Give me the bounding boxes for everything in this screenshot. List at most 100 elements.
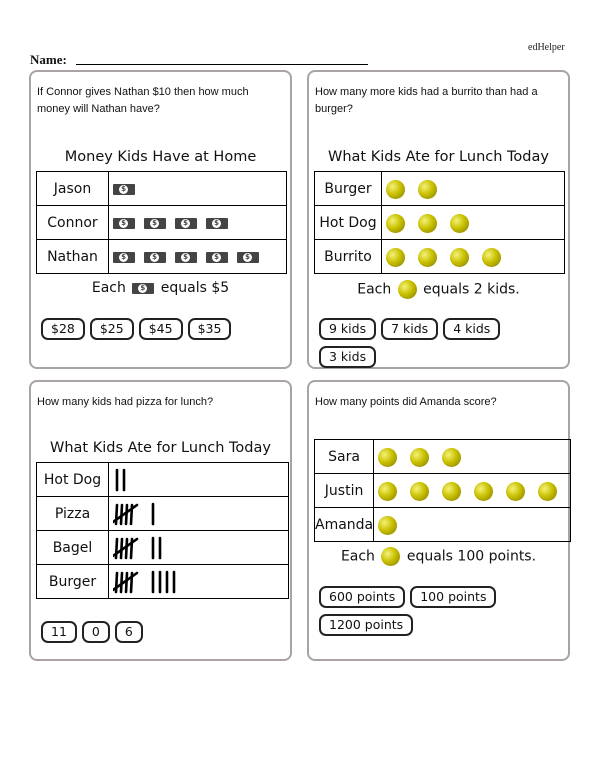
key-suffix: equals $5 — [160, 280, 230, 296]
answer-button[interactable]: 3 kids — [319, 346, 377, 368]
answer-button[interactable]: 9 kids — [319, 318, 377, 340]
answer-button[interactable]: 6 — [114, 621, 143, 643]
answer-button[interactable]: $25 — [89, 318, 134, 340]
answer-button[interactable]: 600 points — [319, 586, 406, 608]
tally-mark — [124, 571, 129, 593]
table-row: Jason — [36, 171, 287, 206]
dollar-bill-icon — [132, 282, 155, 294]
coin-icon — [410, 447, 430, 467]
coin-icon — [378, 481, 398, 501]
dollar-bill-icon — [113, 218, 135, 229]
answer-button[interactable]: 100 points — [410, 586, 497, 608]
answer-choices: 11 0 6 — [41, 621, 284, 643]
coin-icon — [450, 247, 469, 267]
row-label: Hot Dog — [36, 462, 109, 497]
key-prefix: Each — [340, 548, 375, 565]
coin-icon — [410, 481, 430, 501]
dollar-bill-icon — [175, 218, 197, 229]
problem-3-panel: How many kids had pizza for lunch? What … — [29, 380, 292, 661]
pictograph-title: What Kids Ate for Lunch Today — [328, 149, 549, 165]
tally-mark — [124, 503, 129, 525]
row-label: Burger — [36, 564, 109, 599]
table-row: Burger — [36, 564, 289, 599]
coin-icon — [378, 515, 398, 535]
tally-chart-title: What Kids Ate for Lunch Today — [50, 440, 271, 456]
coin-icon — [418, 179, 437, 199]
row-symbols — [108, 205, 287, 240]
row-symbols — [108, 239, 287, 274]
table-row: Sara — [313, 439, 572, 474]
answer-button[interactable]: $35 — [187, 318, 232, 340]
key-suffix: equals 100 points. — [406, 548, 537, 565]
coin-icon — [386, 213, 405, 233]
pictograph-table: Sara Justin Amanda — [313, 439, 572, 542]
answer-choices: 600 points 100 points 1200 points — [319, 586, 518, 636]
dollar-bill-icon — [144, 218, 166, 229]
row-symbols — [381, 239, 565, 274]
row-symbols — [108, 171, 287, 206]
coin-icon — [397, 280, 417, 299]
table-row: Nathan — [36, 239, 287, 274]
row-label: Burger — [314, 171, 382, 206]
row-label: Justin — [313, 473, 375, 508]
key-prefix: Each — [357, 281, 392, 298]
coin-icon — [482, 247, 501, 267]
key-prefix: Each — [91, 280, 126, 296]
row-label: Amanda — [313, 507, 375, 542]
row-label: Sara — [313, 439, 375, 474]
answer-button[interactable]: 11 — [41, 621, 77, 643]
dollar-bill-icon — [237, 252, 259, 263]
coin-icon — [450, 213, 469, 233]
tally-marks — [111, 570, 176, 593]
row-tallies — [108, 564, 289, 599]
dollar-bill-icon — [113, 184, 135, 195]
coin-icon — [378, 447, 398, 467]
tally-marks — [115, 468, 126, 491]
table-row: Burger — [314, 171, 565, 206]
answer-button[interactable]: 7 kids — [381, 318, 439, 340]
name-field[interactable] — [76, 64, 368, 65]
row-symbols — [381, 205, 565, 240]
row-label: Nathan — [36, 239, 109, 274]
answer-button[interactable]: $28 — [41, 318, 85, 340]
row-label: Jason — [36, 171, 109, 206]
row-symbols — [373, 473, 572, 508]
table-row: Amanda — [313, 507, 572, 542]
answer-button[interactable]: 1200 points — [319, 614, 414, 636]
row-label: Burrito — [314, 239, 382, 274]
coin-icon — [386, 179, 405, 199]
table-row: Connor — [36, 205, 287, 240]
answer-button[interactable]: $45 — [138, 318, 183, 340]
question-text: How many more kids had a burrito than ha… — [315, 86, 538, 115]
row-symbols — [373, 439, 572, 474]
problem-1-panel: If Connor gives Nathan $10 then how much… — [29, 70, 292, 369]
dollar-bill-icon — [175, 252, 197, 263]
row-symbols — [373, 507, 572, 542]
tally-marks — [111, 502, 155, 525]
answer-button[interactable]: 4 kids — [443, 318, 501, 340]
name-label: Name: — [30, 52, 67, 67]
key-legend: Each equals 100 points. — [309, 547, 568, 566]
key-suffix: equals 2 kids. — [423, 281, 520, 298]
dollar-bill-icon — [144, 252, 166, 263]
pictograph-table: Jason Connor Nathan — [36, 171, 287, 274]
row-label: Pizza — [36, 496, 109, 531]
tally-cross-mark — [111, 503, 139, 523]
answer-button[interactable]: 0 — [81, 621, 110, 643]
row-label: Hot Dog — [314, 205, 382, 240]
tally-cross-mark — [111, 537, 139, 557]
row-tallies — [108, 496, 289, 531]
table-row: Justin — [313, 473, 572, 508]
row-symbols — [381, 171, 565, 206]
table-row: Pizza — [36, 496, 289, 531]
coin-icon — [381, 547, 401, 566]
problem-2-panel: How many more kids had a burrito than ha… — [307, 70, 570, 369]
row-tallies — [108, 530, 289, 565]
coin-icon — [474, 481, 494, 501]
tally-mark — [124, 537, 129, 559]
dollar-bill-icon — [206, 218, 228, 229]
key-legend: Each equals 2 kids. — [309, 280, 568, 299]
question-text: How many kids had pizza for lunch? — [37, 396, 214, 408]
row-label: Connor — [36, 205, 109, 240]
coin-icon — [418, 247, 437, 267]
